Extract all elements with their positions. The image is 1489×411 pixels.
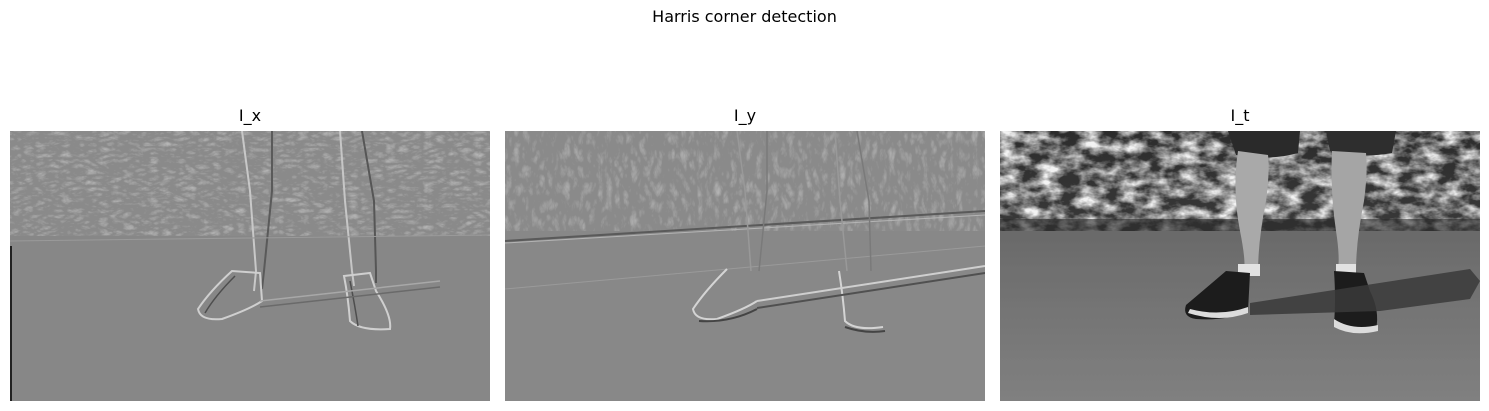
image-iy <box>505 131 985 401</box>
image-it <box>1000 131 1480 401</box>
iy-ground-texture <box>505 231 985 401</box>
panel-title-it: I_t <box>1230 106 1250 125</box>
figure-title: Harris corner detection <box>652 7 837 26</box>
it-left-shoe <box>1185 271 1250 320</box>
image-ix <box>10 131 490 401</box>
panel-title-ix: I_x <box>238 106 262 125</box>
it-ground <box>1000 231 1480 401</box>
iy-foliage-texture <box>505 131 985 231</box>
panel-iy: I_y <box>505 105 985 401</box>
it-right-leg <box>1331 151 1367 271</box>
panel-it: I_t <box>1000 105 1480 401</box>
it-left-leg <box>1235 151 1269 273</box>
panel-ix: I_x <box>10 105 490 401</box>
ix-ground-texture <box>10 236 490 401</box>
panel-title-iy: I_y <box>733 106 757 125</box>
